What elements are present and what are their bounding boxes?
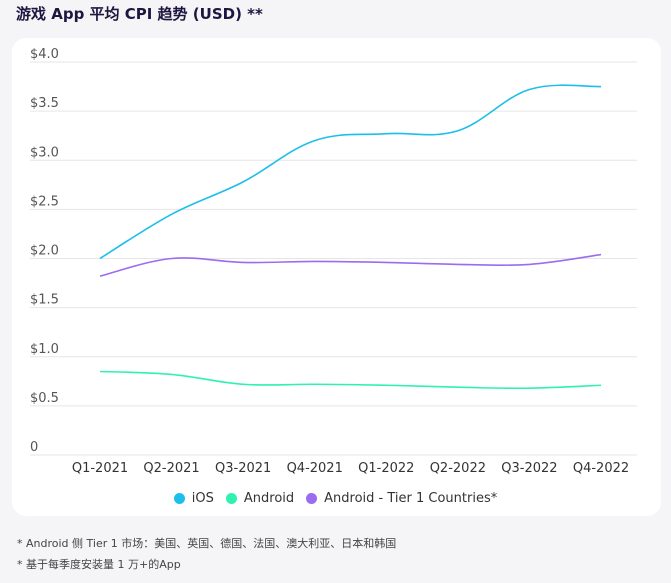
series-lines: [99, 84, 602, 390]
chart-card: [12, 38, 661, 516]
x-tick-label: Q1-2022: [358, 461, 414, 476]
legend-dot-icon: [173, 493, 185, 504]
series-line-android: [99, 370, 602, 390]
x-tick-label: Q3-2022: [501, 461, 557, 476]
series-line-android-tier-1-countries: [99, 253, 602, 277]
gridlines: [30, 61, 637, 456]
y-axis-ticks: 0 $0.5 $1.0 $1.5 $2.0 $2.5 $3.0 $3.5 $4.0: [30, 47, 59, 455]
legend-item: Android - Tier 1 Countries*: [306, 491, 497, 506]
y-tick-label: $2.5: [30, 194, 59, 209]
legend-item: iOS: [173, 491, 214, 506]
x-tick-label: Q3-2021: [215, 461, 271, 476]
y-tick-label: $4.0: [30, 47, 59, 62]
x-tick-label: Q2-2021: [143, 461, 199, 476]
footnote-installs: * 基于每季度安装量 1 万+的App: [17, 558, 181, 571]
y-tick-label: $1.5: [30, 293, 59, 308]
footnote-tier1: * Android 侧 Tier 1 市场：美国、英国、德国、法国、澳大利亚、日…: [17, 537, 397, 550]
x-tick-label: Q1-2021: [72, 461, 128, 476]
legend-label: Android: [243, 491, 295, 506]
y-tick-label: $0.5: [30, 391, 59, 406]
x-tick-label: Q4-2022: [573, 461, 629, 476]
series-line-ios: [99, 84, 602, 260]
x-axis-ticks: Q1-2021 Q2-2021 Q3-2021 Q4-2021 Q1-2022 Q2-20…: [72, 461, 629, 476]
y-tick-label: $2.0: [30, 244, 59, 259]
page-title: 游戏 App 平均 CPI 趋势 (USD) **: [16, 5, 263, 23]
legend-dot-icon: [306, 493, 318, 504]
y-tick-label: $3.5: [30, 96, 59, 111]
legend-label: Android - Tier 1 Countries*: [324, 491, 498, 506]
legend-item: Android: [225, 491, 295, 506]
y-tick-label: 0: [30, 440, 38, 455]
x-tick-label: Q2-2022: [430, 461, 486, 476]
x-tick-label: Q4-2021: [287, 461, 343, 476]
y-tick-label: $3.0: [30, 145, 59, 160]
legend-label: iOS: [191, 491, 214, 506]
legend-dot-icon: [225, 493, 237, 504]
chart-legend: iOS Android Android - Tier 1 Countries*: [0, 491, 671, 508]
y-tick-label: $1.0: [30, 342, 59, 357]
